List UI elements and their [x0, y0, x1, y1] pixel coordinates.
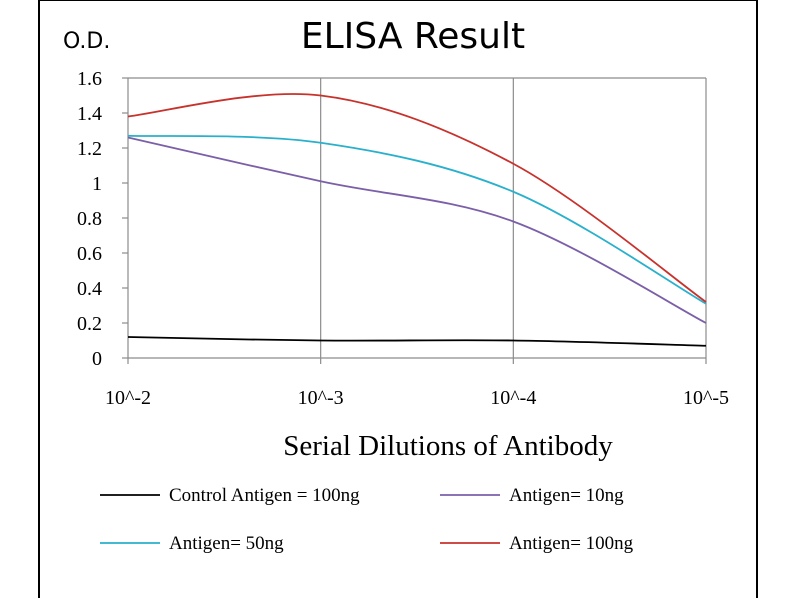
y-tick-label: 1.4 [77, 103, 102, 125]
y-tick-labels: 0 0.2 0.4 0.6 0.8 1 1.2 1.4 1.6 [77, 68, 102, 370]
series-line-2 [127, 134, 707, 305]
chart-title: ELISA Result [301, 16, 525, 57]
legend-label-3: Antigen= 100ng [509, 533, 634, 554]
grid-lines [128, 77, 707, 358]
y-tick-label: 1.2 [77, 138, 102, 160]
y-tick-label: 0 [92, 348, 102, 370]
x-axis-label: Serial Dilutions of Antibody [283, 430, 613, 462]
x-tick-labels: 10^-2 10^-3 10^-4 10^-5 [105, 387, 729, 409]
y-tick-label: 1.6 [77, 68, 102, 90]
series-line-3 [127, 93, 707, 303]
x-tick-label: 10^-5 [683, 387, 729, 409]
series-line-1 [127, 136, 707, 324]
y-tick-label: 0.8 [77, 208, 102, 230]
chart-frame [38, 0, 758, 598]
series-line-0 [127, 336, 707, 347]
legend-label-2: Antigen= 50ng [169, 533, 284, 554]
legend-label-0: Control Antigen = 100ng [169, 485, 360, 506]
y-tick-label: 0.6 [77, 243, 102, 265]
x-tick-label: 10^-4 [490, 387, 536, 409]
series-lines [127, 93, 707, 347]
x-tick-label: 10^-2 [105, 387, 151, 409]
y-tick-label: 0.4 [77, 278, 102, 300]
legend-label-1: Antigen= 10ng [509, 485, 624, 506]
x-tick-label: 10^-3 [298, 387, 344, 409]
y-tick-label: 0.2 [77, 313, 102, 335]
y-tick-label: 1 [92, 173, 102, 195]
axes [122, 77, 707, 364]
legend: Control Antigen = 100ng Antigen= 10ng Anti… [100, 485, 634, 554]
y-axis-label: O.D. [63, 29, 110, 54]
